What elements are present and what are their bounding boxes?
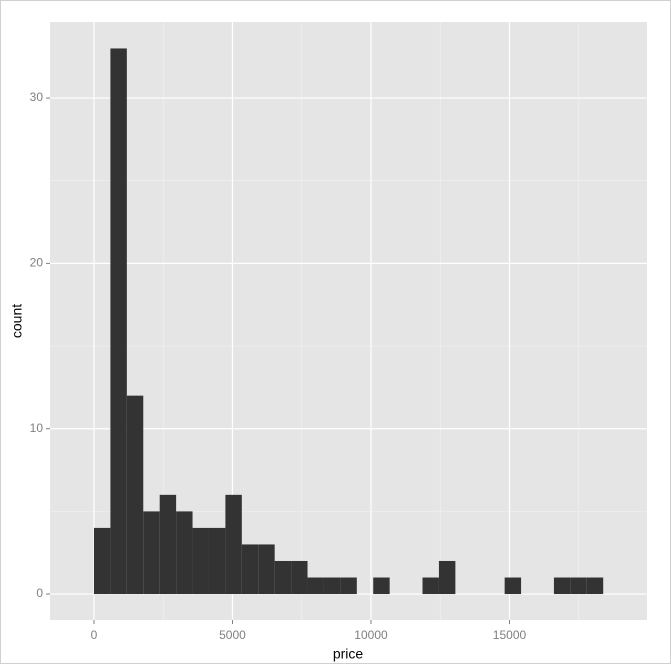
y-tick-label: 20 xyxy=(30,256,44,270)
x-tick-label: 5000 xyxy=(219,628,246,642)
bar xyxy=(570,577,587,595)
y-axis-title: count xyxy=(9,304,25,338)
bar xyxy=(143,511,160,595)
y-tick-label: 10 xyxy=(30,421,44,435)
bar xyxy=(438,560,456,595)
x-axis-title: price xyxy=(333,646,364,662)
bar xyxy=(93,527,111,595)
bar xyxy=(126,395,144,595)
bar xyxy=(274,560,292,595)
bar xyxy=(159,494,177,595)
bar xyxy=(323,577,341,595)
bar xyxy=(422,577,439,595)
bar xyxy=(258,544,275,595)
bar xyxy=(504,577,522,595)
bar xyxy=(110,48,127,595)
bar xyxy=(340,577,357,595)
bar xyxy=(291,560,308,595)
bar xyxy=(192,527,209,595)
x-tick-label: 0 xyxy=(91,628,98,642)
bar xyxy=(225,494,242,595)
bar xyxy=(307,577,324,595)
y-tick-label: 0 xyxy=(36,586,43,600)
x-tick-label: 15000 xyxy=(493,628,527,642)
bar xyxy=(373,577,390,595)
y-tick-label: 30 xyxy=(30,90,44,104)
x-tick-label: 10000 xyxy=(354,628,388,642)
bar xyxy=(586,577,604,595)
bar xyxy=(241,544,259,595)
bar xyxy=(208,527,226,595)
bar xyxy=(553,577,571,595)
bar xyxy=(176,511,193,595)
